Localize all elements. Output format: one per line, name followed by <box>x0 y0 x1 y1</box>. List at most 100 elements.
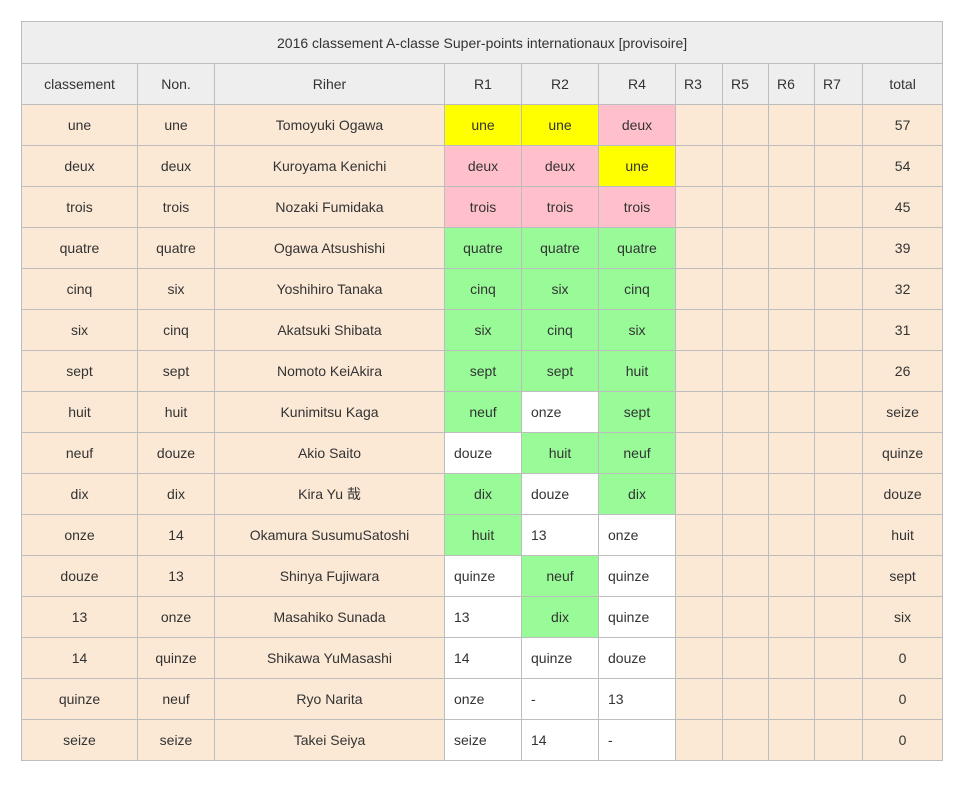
cell-r7 <box>814 637 863 679</box>
cell-r2: six <box>521 268 599 310</box>
cell-classement: 13 <box>21 596 138 638</box>
cell-r5 <box>722 227 769 269</box>
cell-r3 <box>675 186 723 228</box>
cell-non: sept <box>137 350 215 392</box>
table-row: six cinq Akatsuki Shibata six cinq six 31 <box>21 309 944 351</box>
cell-total: 39 <box>861 227 944 269</box>
cell-r7 <box>814 350 863 392</box>
cell-r4: huit <box>598 350 676 392</box>
cell-r5 <box>722 596 769 638</box>
cell-r1: trois <box>444 186 522 228</box>
cell-non: trois <box>137 186 215 228</box>
cell-r1: neuf <box>444 391 522 433</box>
cell-total: 0 <box>861 719 944 761</box>
header-r5[interactable]: R5 <box>722 63 769 105</box>
table-row: 14 quinze Shikawa YuMasashi 14 quinze douze 0 <box>21 637 944 679</box>
cell-r3 <box>675 719 723 761</box>
cell-r3 <box>675 637 723 679</box>
cell-r7 <box>814 473 863 515</box>
cell-non: 13 <box>137 555 215 597</box>
table-row: onze 14 Okamura SusumuSatoshi huit 13 onze hui… <box>21 514 944 556</box>
header-r3[interactable]: R3 <box>675 63 723 105</box>
header-classement[interactable]: classement <box>21 63 138 105</box>
cell-riher: Shikawa YuMasashi <box>214 637 445 679</box>
header-r4[interactable]: R4 <box>598 63 676 105</box>
cell-riher: Kunimitsu Kaga <box>214 391 445 433</box>
header-total[interactable]: total <box>861 63 944 105</box>
cell-r1: deux <box>444 145 522 187</box>
cell-non: deux <box>137 145 215 187</box>
cell-r6 <box>768 309 815 351</box>
table-title: 2016 classement A-classe Super-points in… <box>20 21 944 64</box>
cell-r7 <box>814 432 863 474</box>
cell-r2: onze <box>521 391 599 433</box>
cell-r1: cinq <box>444 268 522 310</box>
header-r7[interactable]: R7 <box>814 63 863 105</box>
cell-r2: sept <box>521 350 599 392</box>
cell-r2: trois <box>521 186 599 228</box>
cell-r4: sept <box>598 391 676 433</box>
cell-riher: Kira Yu 哉 <box>214 473 445 515</box>
cell-total: douze <box>861 473 944 515</box>
cell-r3 <box>675 145 723 187</box>
cell-r3 <box>675 391 723 433</box>
cell-r4: six <box>598 309 676 351</box>
cell-r2: cinq <box>521 309 599 351</box>
cell-r1: dix <box>444 473 522 515</box>
cell-non: cinq <box>137 309 215 351</box>
cell-riher: Tomoyuki Ogawa <box>214 104 445 146</box>
cell-r5 <box>722 555 769 597</box>
cell-r1: 13 <box>444 596 522 638</box>
cell-r1: onze <box>444 678 522 720</box>
cell-r6 <box>768 719 815 761</box>
cell-riher: Shinya Fujiwara <box>214 555 445 597</box>
header-r1[interactable]: R1 <box>444 63 522 105</box>
cell-r5 <box>722 637 769 679</box>
header-r6[interactable]: R6 <box>768 63 815 105</box>
cell-non: seize <box>137 719 215 761</box>
cell-r7 <box>814 186 863 228</box>
cell-r3 <box>675 350 723 392</box>
cell-classement: seize <box>21 719 138 761</box>
header-non[interactable]: Non. <box>137 63 215 105</box>
cell-r6 <box>768 678 815 720</box>
header-riher[interactable]: Riher <box>214 63 445 105</box>
cell-r5 <box>722 678 769 720</box>
cell-r7 <box>814 678 863 720</box>
cell-r3 <box>675 555 723 597</box>
cell-riher: Ogawa Atsushishi <box>214 227 445 269</box>
cell-classement: trois <box>21 186 138 228</box>
cell-r7 <box>814 145 863 187</box>
cell-classement: quatre <box>21 227 138 269</box>
table-row: deux deux Kuroyama Kenichi deux deux une 54 <box>21 145 944 187</box>
cell-r4: neuf <box>598 432 676 474</box>
cell-r6 <box>768 268 815 310</box>
cell-non: une <box>137 104 215 146</box>
cell-r4: - <box>598 719 676 761</box>
cell-classement: cinq <box>21 268 138 310</box>
cell-total: 45 <box>861 186 944 228</box>
cell-r7 <box>814 391 863 433</box>
cell-classement: douze <box>21 555 138 597</box>
table-row: 13 onze Masahiko Sunada 13 dix quinze six <box>21 596 944 638</box>
cell-non: six <box>137 268 215 310</box>
cell-r5 <box>722 350 769 392</box>
header-r2[interactable]: R2 <box>521 63 599 105</box>
cell-r1: sept <box>444 350 522 392</box>
cell-r4: trois <box>598 186 676 228</box>
cell-r3 <box>675 514 723 556</box>
cell-r4: deux <box>598 104 676 146</box>
cell-non: douze <box>137 432 215 474</box>
cell-classement: quinze <box>21 678 138 720</box>
cell-riher: Yoshihiro Tanaka <box>214 268 445 310</box>
cell-r5 <box>722 391 769 433</box>
cell-total: quinze <box>861 432 944 474</box>
cell-r2: deux <box>521 145 599 187</box>
cell-r7 <box>814 596 863 638</box>
cell-r1: quinze <box>444 555 522 597</box>
cell-riher: Takei Seiya <box>214 719 445 761</box>
cell-r6 <box>768 391 815 433</box>
cell-r5 <box>722 145 769 187</box>
cell-non: huit <box>137 391 215 433</box>
cell-total: huit <box>861 514 944 556</box>
